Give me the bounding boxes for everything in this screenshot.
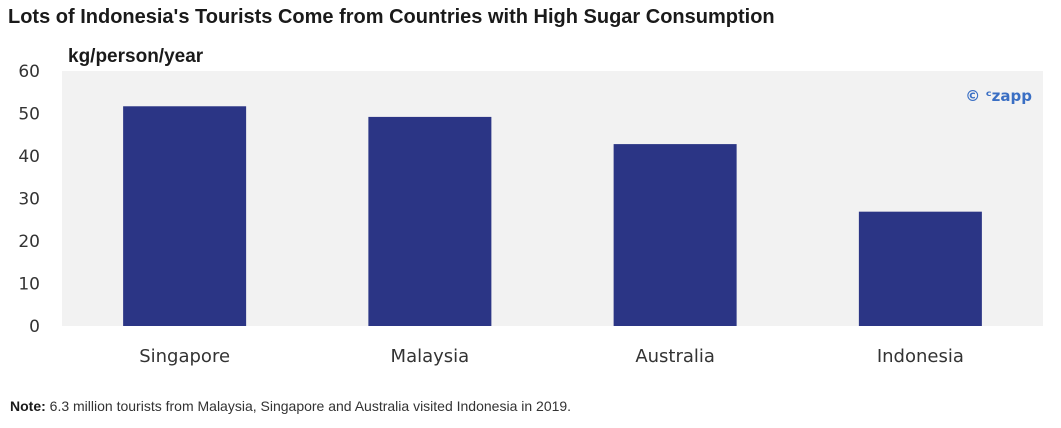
x-tick-label-singapore: Singapore — [139, 346, 230, 367]
y-tick-label: 50 — [18, 105, 40, 125]
x-axis-ticks: Singapore Malaysia Australia Indonesia — [139, 346, 964, 367]
y-tick-label: 20 — [18, 232, 40, 252]
y-tick-label: 40 — [18, 147, 40, 167]
x-tick-label-indonesia: Indonesia — [877, 346, 964, 367]
footnote-text: 6.3 million tourists from Malaysia, Sing… — [45, 398, 572, 414]
y-axis-unit-label: kg/person/year — [68, 46, 204, 67]
y-tick-label: 10 — [18, 275, 40, 295]
y-tick-label: 0 — [29, 317, 40, 337]
chart-title: Lots of Indonesia's Tourists Come from C… — [8, 6, 775, 28]
x-tick-label-australia: Australia — [635, 346, 715, 367]
footnote: Note: 6.3 million tourists from Malaysia… — [10, 398, 571, 414]
y-tick-label: 30 — [18, 190, 40, 210]
bar-singapore — [123, 106, 247, 327]
y-tick-label: 60 — [18, 62, 40, 82]
bar-malaysia — [368, 116, 492, 327]
y-axis-ticks: 0 10 20 30 40 50 60 — [18, 62, 40, 337]
x-tick-label-malaysia: Malaysia — [391, 346, 470, 367]
bar-australia — [613, 144, 737, 326]
bars — [123, 106, 982, 327]
watermark: © ᶜzapp — [965, 87, 1032, 105]
bar-indonesia — [858, 211, 982, 326]
footnote-label: Note: — [10, 398, 46, 414]
